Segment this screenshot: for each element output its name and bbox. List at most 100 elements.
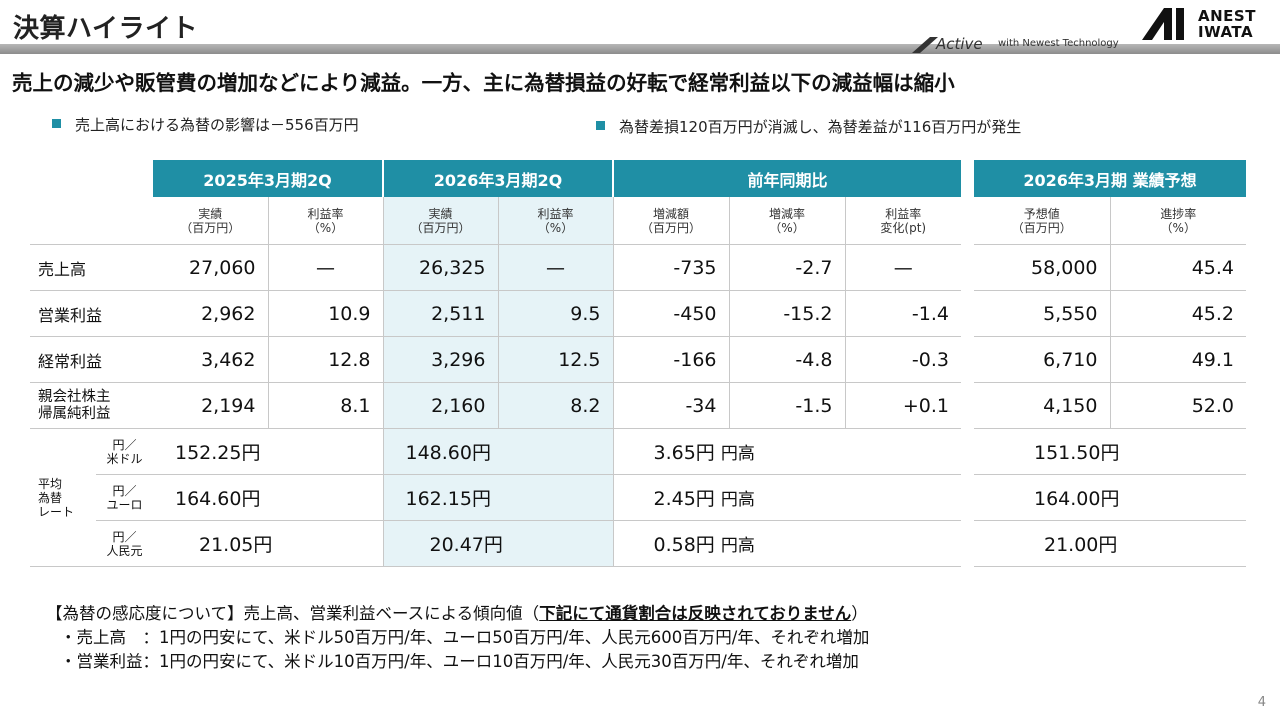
fx-diff-value: 2.45円	[653, 488, 715, 510]
notes-line3: ・営業利益：1円の円安にて、米ドル10百万円/年、ユーロ10百万円/年、人民元3…	[60, 652, 859, 671]
diff-rate: -1.5	[728, 382, 845, 429]
forecast-value: 6,710	[974, 336, 1110, 383]
brand-active: Active	[936, 35, 983, 53]
margin-2025: 12.8	[267, 336, 383, 383]
fx-2026: 162.15円	[382, 474, 613, 521]
fx-2026: 148.60円	[382, 428, 613, 475]
fx-2026: 20.47円	[382, 520, 613, 567]
row-label: 親会社株主 帰属純利益	[30, 382, 153, 429]
forecast-value: 58,000	[974, 244, 1110, 291]
actual-2026: 2,511	[382, 290, 498, 337]
page-number: 4	[1257, 695, 1266, 710]
subhead-margin: 利益率 （%）	[267, 197, 383, 245]
margin-change: -1.4	[844, 290, 961, 337]
diff-amount: -166	[612, 336, 729, 383]
notes-line1-suffix: ）	[851, 604, 868, 623]
subhead-diff-rate: 増減率 （%）	[728, 197, 845, 245]
fx-diff: 2.45円 円高	[612, 474, 961, 521]
diff-rate: -2.7	[728, 244, 845, 291]
forecast-value: 4,150	[974, 382, 1110, 429]
notes-line1: 【為替の感応度について】売上高、営業利益ベースによる傾向値（下記にて通貨割合は反…	[46, 602, 869, 626]
fx-unit: 円／ 米ドル	[96, 428, 153, 475]
fx-2025: 21.05円	[153, 520, 383, 567]
table-row: 営業利益 2,962 10.9 2,511 9.5 -450 -15.2 -1.…	[30, 290, 1246, 337]
subhead-diff-amount: 増減額 （百万円）	[612, 197, 729, 245]
table-row: 売上高 27,060 — 26,325 — -735 -2.7 — 58,000…	[30, 244, 1246, 291]
fx-unit: 円／ 人民元	[96, 520, 153, 567]
fx-unit: 円／ ユーロ	[96, 474, 153, 521]
margin-2026: 12.5	[497, 336, 613, 383]
bullet-right: 為替差損120百万円が消滅し、為替差益が116百万円が発生	[596, 116, 1021, 137]
group-forecast: 2026年3月期 業績予想	[974, 160, 1246, 197]
notes-line1-underlined: 下記にて通貨割合は反映されておりません	[539, 604, 852, 623]
notes-line2: ・売上高 ：1円の円安にて、米ドル50百万円/年、ユーロ50百万円/年、人民元6…	[60, 628, 870, 647]
fx-row: 平均 為替 レート 円／ 米ドル 152.25円 148.60円 3.65円 円…	[30, 428, 1246, 567]
logo-line1: ANEST	[1198, 7, 1256, 25]
page-title: 決算ハイライト	[13, 14, 198, 44]
fx-diff-direction: 円高	[720, 490, 755, 510]
actual-2026: 2,160	[382, 382, 498, 429]
margin-2025: 10.9	[267, 290, 383, 337]
actual-2025: 27,060	[153, 244, 268, 291]
fx-row: 円／ 人民元 21.05円 20.47円 0.58円 円高 21.00円	[30, 520, 1246, 567]
fx-diff: 3.65円 円高	[612, 428, 961, 475]
fx-row: 円／ ユーロ 164.60円 162.15円 2.45円 円高 164.00円	[30, 474, 1246, 521]
actual-2026: 26,325	[382, 244, 498, 291]
table-row: 親会社株主 帰属純利益 2,194 8.1 2,160 8.2 -34 -1.5…	[30, 382, 1246, 429]
logo-text: ANEST IWATA	[1198, 8, 1256, 40]
subhead-actual: 実績 （百万円）	[153, 197, 268, 245]
margin-2026: 8.2	[497, 382, 613, 429]
fx-forecast: 21.00円	[974, 520, 1246, 567]
fx-diff-direction: 円高	[720, 444, 755, 464]
subheader-row: 実績 （百万円） 利益率 （%） 実績 （百万円） 利益率 （%） 増減額 （百…	[30, 197, 1246, 245]
progress-rate: 52.0	[1109, 382, 1246, 429]
row-label: 売上高	[30, 244, 153, 291]
progress-rate: 49.1	[1109, 336, 1246, 383]
actual-2026: 3,296	[382, 336, 498, 383]
group-yoy: 前年同期比	[613, 160, 961, 197]
slide-header: 決算ハイライト Active with Newest Technology AN…	[0, 0, 1280, 60]
logo-line2: IWATA	[1198, 23, 1254, 41]
margin-2025: —	[267, 244, 383, 291]
slash-mark-icon	[912, 37, 938, 53]
diff-amount: -450	[612, 290, 729, 337]
fx-diff: 0.58円 円高	[612, 520, 961, 567]
fx-diff-value: 0.58円	[653, 534, 715, 556]
fx-2025: 164.60円	[153, 474, 383, 521]
fx-2025: 152.25円	[153, 428, 383, 475]
diff-rate: -4.8	[728, 336, 845, 383]
progress-rate: 45.4	[1109, 244, 1246, 291]
group-header-row: 2025年3月期2Q 2026年3月期2Q 前年同期比 2026年3月期 業績予…	[30, 160, 1246, 197]
notes-line1-prefix: 【為替の感応度について】売上高、営業利益ベースによる傾向値（	[46, 604, 540, 623]
company-logo: ANEST IWATA	[1140, 6, 1270, 42]
results-table: 2025年3月期2Q 2026年3月期2Q 前年同期比 2026年3月期 業績予…	[30, 160, 1246, 567]
bullet-left-text: 売上高における為替の影響は－556百万円	[75, 116, 359, 134]
actual-2025: 3,462	[153, 336, 268, 383]
headline: 売上の減少や販管費の増加などにより減益。一方、主に為替損益の好転で経常利益以下の…	[12, 71, 955, 95]
fx-sensitivity-notes: 【為替の感応度について】売上高、営業利益ベースによる傾向値（下記にて通貨割合は反…	[46, 602, 869, 674]
subhead-actual: 実績 （百万円）	[382, 197, 498, 245]
group-fy2026: 2026年3月期2Q	[383, 160, 614, 197]
fx-diff-value: 3.65円	[653, 442, 715, 464]
diff-rate: -15.2	[728, 290, 845, 337]
bullet-left: 売上高における為替の影響は－556百万円	[52, 114, 359, 135]
subhead-margin: 利益率 （%）	[497, 197, 613, 245]
diff-amount: -34	[612, 382, 729, 429]
subhead-margin-change: 利益率 変化(pt)	[844, 197, 961, 245]
header-band	[0, 44, 1280, 54]
actual-2025: 2,962	[153, 290, 268, 337]
group-fy2025: 2025年3月期2Q	[153, 160, 384, 197]
subhead-progress: 進捗率 （%）	[1109, 197, 1246, 245]
fx-forecast: 151.50円	[974, 428, 1246, 475]
brand-tagline-block: Active with Newest Technology	[910, 35, 1280, 55]
diff-amount: -735	[612, 244, 729, 291]
subhead-forecast: 予想値 （百万円）	[974, 197, 1110, 245]
row-label: 営業利益	[30, 290, 153, 337]
margin-2025: 8.1	[267, 382, 383, 429]
margin-change: -0.3	[844, 336, 961, 383]
fx-side-label: 平均 為替 レート	[30, 428, 96, 567]
fx-forecast: 164.00円	[974, 474, 1246, 521]
bullet-square-icon	[52, 119, 61, 128]
forecast-value: 5,550	[974, 290, 1110, 337]
row-label: 経常利益	[30, 336, 153, 383]
